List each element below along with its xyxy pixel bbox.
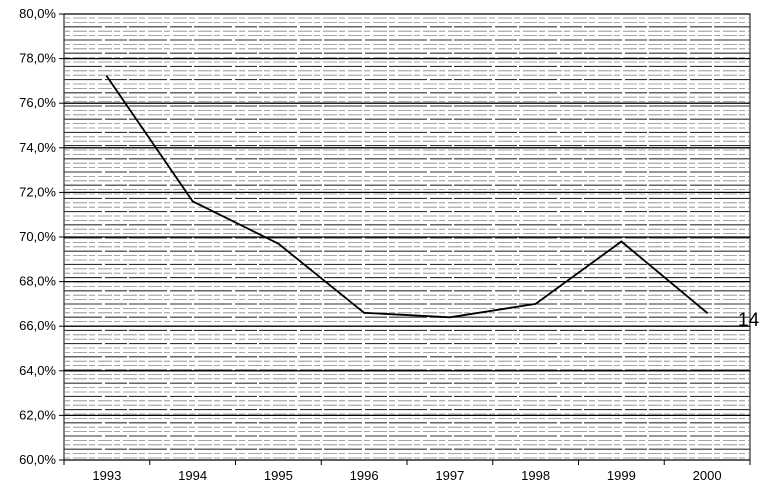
y-tick-label: 62,0% (19, 407, 56, 422)
data-point (620, 240, 623, 243)
x-tick-label: 1993 (92, 468, 121, 483)
data-point (534, 303, 537, 305)
y-tick-label: 70,0% (19, 229, 56, 244)
y-tick-label: 66,0% (19, 318, 56, 333)
data-point (191, 200, 194, 203)
data-point (363, 311, 366, 314)
x-tick-label: 1996 (350, 468, 379, 483)
data-point (277, 242, 280, 245)
y-tick-label: 80,0% (19, 6, 56, 21)
y-tick-label: 74,0% (19, 140, 56, 155)
x-tick-label: 1999 (607, 468, 636, 483)
data-point (448, 316, 451, 319)
series-line (106, 75, 708, 319)
x-axis: 1993 1994 1995 1996 1997 1998 1999 2000 (63, 460, 751, 483)
x-tick-label: 2000 (693, 468, 722, 483)
data-point (105, 75, 108, 78)
series-group (105, 75, 709, 319)
y-tick-label: 60,0% (19, 452, 56, 467)
y-tick-label: 68,0% (19, 274, 56, 289)
y-tick-label: 78,0% (19, 51, 56, 66)
x-tick-label: 1998 (521, 468, 550, 483)
x-tick-label: 1997 (435, 468, 464, 483)
y-tick-label: 64,0% (19, 363, 56, 378)
x-tick-label: 1995 (264, 468, 293, 483)
line-end-annotation: 14 (738, 310, 760, 331)
y-axis: 60,0% 62,0% 64,0% 66,0% 68,0% 70,0% 72,0% 74,0%… (19, 6, 750, 467)
x-tick-label: 1994 (178, 468, 207, 483)
data-point (706, 311, 709, 314)
y-tick-label: 72,0% (19, 184, 56, 199)
y-tick-label: 76,0% (19, 95, 56, 110)
